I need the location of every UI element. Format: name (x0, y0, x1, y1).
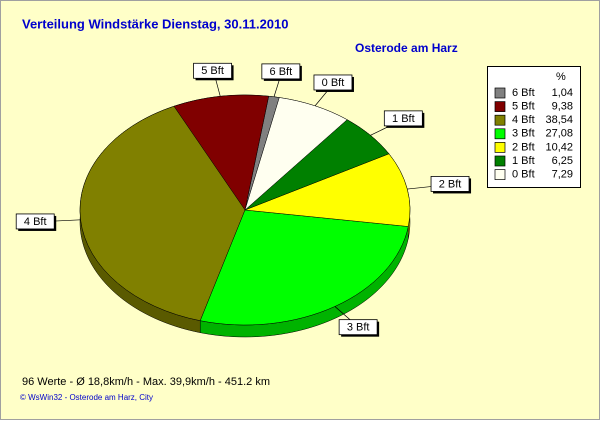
slice-label: 0 Bft (322, 77, 345, 89)
label-box (193, 62, 232, 79)
legend-swatch (494, 155, 506, 167)
legend-swatch (494, 169, 506, 180)
slice-label: 1 Bft (392, 113, 415, 125)
slice-label: 4 Bft (24, 216, 47, 228)
legend-swatch (494, 87, 506, 99)
legend-box (487, 66, 581, 188)
label-box (383, 110, 423, 127)
label-box (261, 63, 301, 80)
footer: 96 Werte - Ø 18,8km/h - Max. 39,9km/h - … (22, 376, 270, 388)
legend-swatch (494, 142, 506, 153)
legend-label: 5 Bft (512, 101, 535, 113)
legend-value: 38,54 (545, 114, 573, 126)
chart-title: Verteilung Windstärke Dienstag, 30.11.20… (22, 16, 289, 31)
legend-value: 10,42 (545, 141, 573, 153)
legend-label: 1 Bft (512, 155, 535, 167)
legend-value: 9,38 (552, 101, 573, 113)
label-box (430, 176, 470, 192)
slice-label: 3 Bft (347, 322, 370, 334)
legend-swatch (494, 128, 506, 140)
pie-slice (199, 209, 409, 326)
label-box (313, 74, 353, 91)
legend-value: 27,08 (545, 128, 573, 140)
slice-label: 6 Bft (270, 66, 293, 78)
legend-label: 6 Bft (512, 87, 535, 99)
slice-label: 2 Bft (439, 178, 462, 190)
legend-value: 1,04 (552, 87, 573, 99)
chart-subtitle: Osterode am Harz (355, 41, 458, 55)
legend-label: 2 Bft (512, 141, 535, 153)
legend-swatch (494, 114, 506, 126)
legend-label: 3 Bft (512, 128, 535, 140)
legend-header: % (556, 71, 566, 83)
label-box (15, 213, 55, 230)
credit: © WsWin32 - Osterode am Harz, City (20, 393, 153, 402)
pie-slice (244, 153, 411, 227)
pie-slice (244, 97, 348, 211)
legend-value: 6,25 (552, 155, 573, 167)
label-box (338, 319, 378, 336)
legend-label: 0 Bft (512, 169, 535, 181)
legend-swatch (494, 101, 506, 112)
legend-label: 4 Bft (512, 114, 535, 126)
slice-label: 5 Bft (201, 65, 224, 77)
legend-value: 7,29 (552, 169, 573, 181)
